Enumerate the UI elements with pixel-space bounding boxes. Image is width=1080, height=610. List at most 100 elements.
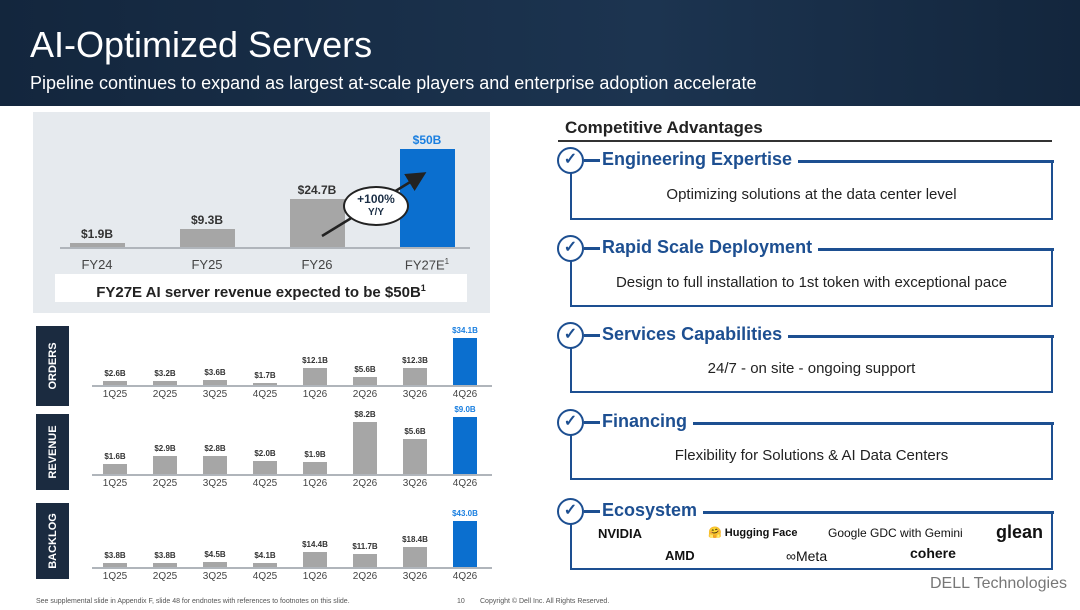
advantage-text: Flexibility for Solutions & AI Data Cent… (674, 447, 949, 464)
check-circle-icon: ✓ (557, 409, 584, 436)
bar (403, 368, 427, 385)
category-label: 2Q25 (153, 571, 177, 582)
category-text: 2Q25 (152, 571, 178, 582)
data-label: $43.0B (452, 508, 478, 518)
category-label: 3Q25 (203, 571, 227, 582)
advantage-heading: Services Capabilities (602, 324, 787, 345)
bar (203, 380, 227, 385)
category-text: 4Q26 (452, 389, 478, 400)
data-label: $11.7B (352, 542, 378, 552)
category-text: 1Q26 (302, 478, 328, 489)
header-bar: AI-Optimized Servers Pipeline continues … (0, 0, 1080, 106)
category-label: 1Q26 (303, 571, 327, 582)
category-text: FY26 (301, 257, 333, 272)
data-label: $5.6B (354, 365, 376, 375)
bar (353, 422, 377, 474)
nvidia-logo: NVIDIA (598, 526, 643, 541)
advantage-text: Optimizing solutions at the data center … (666, 186, 957, 203)
category-text: FY27E (404, 257, 445, 273)
data-label: $8.2B (354, 410, 376, 420)
check-circle-icon: ✓ (557, 322, 584, 349)
category-label: 1Q25 (103, 571, 127, 582)
bar (403, 438, 427, 474)
data-label: $50B (412, 133, 442, 147)
bar (69, 243, 125, 247)
data-label: $14.4B (302, 539, 328, 549)
orders-label: ORDERS (46, 342, 59, 390)
data-label: $1.6B (104, 451, 126, 461)
category-label: 2Q25 (153, 478, 177, 489)
data-label: $1.9B (80, 227, 114, 242)
category-text: 1Q25 (102, 389, 128, 400)
category-text: 2Q26 (352, 571, 378, 582)
connector (584, 421, 600, 424)
bar (453, 337, 477, 385)
category-label: 1Q26 (303, 389, 327, 400)
meta-logo: ∞Meta (786, 548, 828, 564)
dell-logo: DELL Technologies (930, 575, 1067, 592)
category-label: 4Q26 (453, 478, 477, 489)
category-text: 1Q26 (302, 571, 328, 582)
advantage-text: Design to full installation to 1st token… (615, 273, 1008, 291)
category-label: 1Q26 (303, 478, 327, 489)
data-label: $9.0B (454, 405, 476, 415)
bar (153, 380, 177, 385)
page-number: 10 (457, 598, 465, 605)
category-label: 1Q25 (103, 478, 127, 489)
category-label: 2Q25 (153, 389, 177, 400)
page-subtitle: Pipeline continues to expand as largest … (30, 73, 757, 93)
bar (303, 368, 327, 385)
category-text: 4Q26 (452, 571, 478, 582)
check-circle-icon: ✓ (557, 235, 584, 262)
data-label: $34.1B (452, 325, 478, 335)
caption-footnote: 1 (420, 283, 426, 293)
category-text: 3Q26 (402, 389, 428, 400)
advantage-box (570, 511, 1054, 570)
category-text: 1Q25 (102, 571, 128, 582)
category-text: 3Q26 (402, 571, 428, 582)
category-label: 1Q25 (103, 389, 127, 400)
category-label: 3Q25 (203, 389, 227, 400)
connector (584, 159, 600, 162)
category-label: 3Q26 (403, 478, 427, 489)
data-label: $24.7B (297, 182, 337, 197)
bar (399, 149, 455, 247)
huggingface-logo: 🤗 Hugging Face (708, 527, 798, 539)
box-top-border (788, 335, 1054, 338)
data-label: $12.3B (402, 356, 428, 366)
data-label: $3.6B (204, 368, 226, 378)
data-label: $4.1B (254, 550, 276, 560)
bar (303, 462, 327, 474)
data-label: $2.8B (204, 444, 226, 454)
bar (253, 562, 277, 567)
growth-badge: +100% Y/Y (343, 186, 409, 226)
data-label: $3.8B (154, 550, 176, 560)
box-top-border (798, 160, 1054, 163)
growth-arrow-icon (321, 172, 427, 238)
bar (353, 554, 377, 567)
data-label: $2.9B (154, 443, 176, 453)
copyright: Copyright © Dell Inc. All Rights Reserve… (480, 598, 610, 605)
category-text: 1Q26 (302, 389, 328, 400)
category-label: FY24 (81, 257, 112, 272)
advantage-heading: Rapid Scale Deployment (602, 237, 817, 258)
bar (453, 520, 477, 567)
connector (584, 334, 600, 337)
category-text: 4Q25 (252, 478, 278, 489)
bar (453, 417, 477, 474)
data-label: $18.4B (402, 535, 428, 545)
data-label: $4.5B (204, 550, 226, 560)
data-label: $12.1B (302, 356, 328, 366)
advantage-heading: Engineering Expertise (602, 149, 797, 170)
bar (403, 547, 427, 567)
footnote: See supplemental slide in Appendix F, sl… (36, 598, 350, 605)
category-label: FY25 (191, 257, 222, 272)
bar (153, 455, 177, 474)
advantages-title: Competitive Advantages (565, 118, 763, 137)
bar (289, 198, 345, 247)
category-text: FY24 (81, 257, 113, 272)
category-footnote: 1 (444, 257, 450, 266)
growth-label: Y/Y (367, 207, 385, 218)
backlog-label: BACKLOG (46, 513, 59, 569)
advantage-heading: Financing (602, 411, 691, 432)
